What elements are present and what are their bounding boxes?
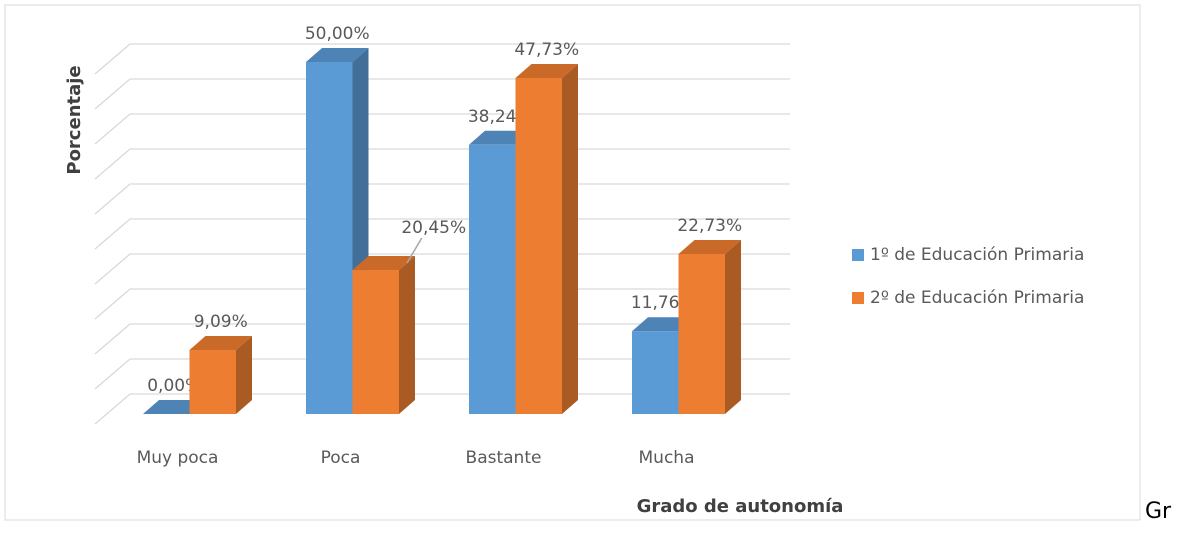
bar-top	[352, 256, 415, 271]
data-label: 9,09%	[194, 312, 248, 332]
bar	[469, 144, 516, 414]
bar	[306, 62, 353, 414]
bar-side	[562, 63, 578, 414]
data-label: 50,00%	[305, 24, 370, 44]
data-label: 22,73%	[677, 216, 742, 236]
bar	[515, 77, 562, 414]
bar-side	[725, 239, 741, 414]
legend-swatch	[852, 249, 864, 261]
data-label: 47,73%	[514, 40, 579, 60]
x-tick-label: Muy poca	[137, 448, 219, 468]
trailing-text: Gr	[1145, 499, 1172, 524]
x-axis-title: Grado de autonomía	[637, 496, 844, 517]
legend-label: 1º de Educación Primaria	[870, 245, 1084, 265]
data-label: 20,45%	[401, 218, 466, 238]
bar-side	[236, 336, 252, 414]
bar	[189, 350, 236, 414]
bar-top	[515, 63, 578, 78]
legend-swatch	[852, 292, 864, 304]
bar	[632, 331, 679, 414]
x-tick-label: Poca	[321, 448, 361, 468]
leader-line	[406, 237, 423, 264]
x-tick-label: Mucha	[639, 448, 695, 468]
bar-top	[306, 48, 369, 62]
grid-line	[94, 43, 790, 75]
data-label: 0,00%	[147, 376, 201, 396]
bar-top	[189, 336, 252, 351]
bar	[678, 253, 725, 414]
y-axis-title: Porcentaje	[64, 65, 85, 174]
legend-label: 2º de Educación Primaria	[870, 288, 1084, 308]
bar-side	[399, 256, 415, 414]
bar-top	[678, 239, 741, 254]
bar	[352, 270, 399, 414]
x-tick-label: Bastante	[466, 448, 542, 468]
